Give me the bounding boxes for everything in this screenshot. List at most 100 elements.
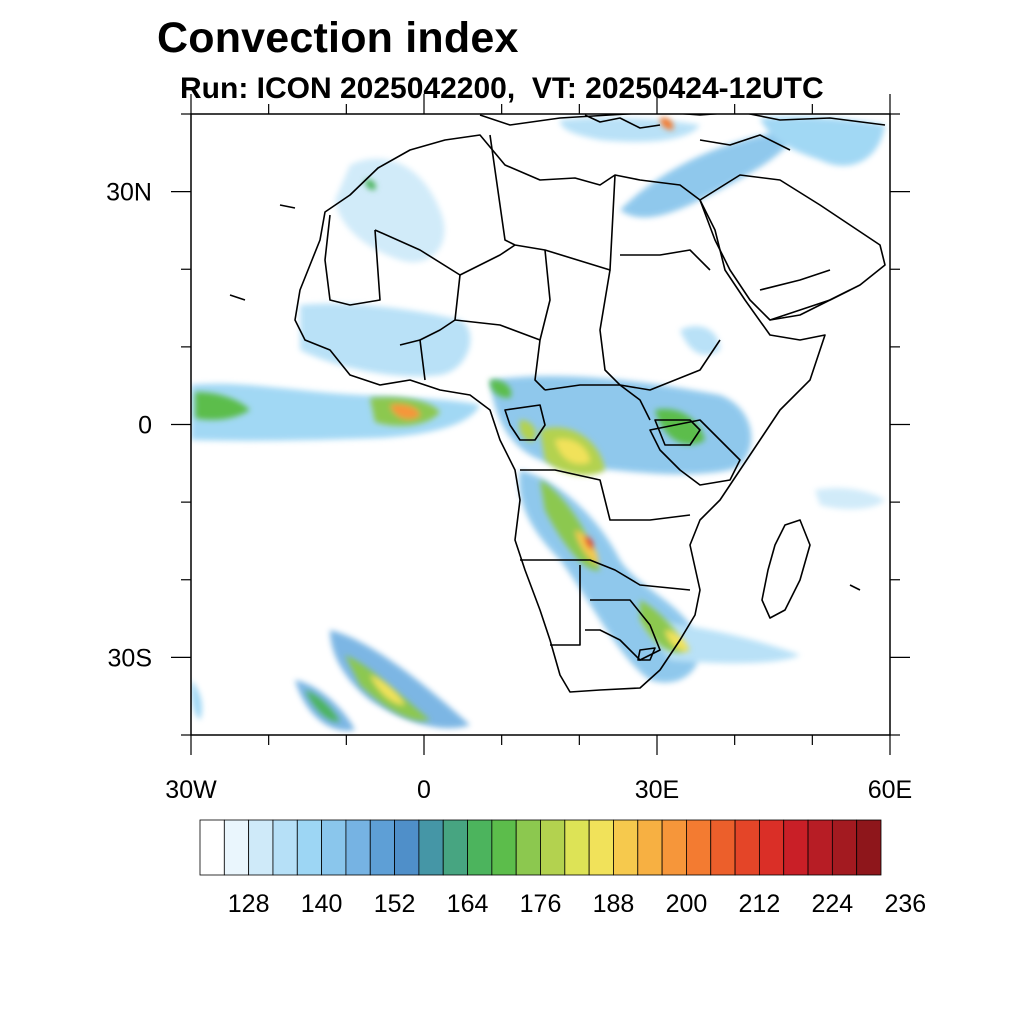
field-core xyxy=(305,690,340,722)
colorbar-swatch xyxy=(637,819,663,876)
colorbar-swatch xyxy=(223,819,250,876)
field-core xyxy=(195,392,250,420)
colorbar-label: 224 xyxy=(811,890,853,918)
field-core xyxy=(555,439,590,464)
colorbar-label: 128 xyxy=(228,890,270,918)
field-patch xyxy=(330,630,470,729)
border xyxy=(654,419,701,446)
field-patch xyxy=(815,488,885,510)
lon-tick-label: 30E xyxy=(635,776,679,804)
colorbar-label: 152 xyxy=(374,890,416,918)
field-core xyxy=(665,630,689,652)
lon-tick-label: 0 xyxy=(417,776,431,804)
colorbar-swatch xyxy=(369,819,395,876)
colorbar-swatch xyxy=(831,819,858,876)
colorbar-label: 188 xyxy=(593,890,635,918)
field-patch xyxy=(620,130,792,218)
colorbar-swatch xyxy=(442,819,468,876)
colorbar-label: 212 xyxy=(739,890,781,918)
border xyxy=(550,565,581,646)
arabia-coast xyxy=(699,174,886,321)
colorbar xyxy=(199,819,882,876)
lon-axis: 30W 0 30E 60E xyxy=(165,94,912,804)
field-patch xyxy=(191,680,202,720)
border xyxy=(769,289,851,321)
border xyxy=(520,559,691,591)
border xyxy=(637,647,656,661)
convection-field xyxy=(191,116,885,731)
colorbar-swatch xyxy=(345,819,371,876)
field-patch xyxy=(335,158,445,263)
field-core xyxy=(490,379,512,398)
islands xyxy=(229,204,861,591)
field-core xyxy=(584,535,594,550)
colorbar-swatch xyxy=(272,819,298,876)
colorbar-swatch xyxy=(321,819,347,876)
lat-tick-label: 30S xyxy=(108,644,152,672)
colorbar-label: 236 xyxy=(884,890,926,918)
colorbar-swatch xyxy=(710,819,736,876)
colorbar-swatch xyxy=(199,819,225,876)
field-core xyxy=(365,179,376,190)
border xyxy=(699,134,791,151)
colorbar-swatch xyxy=(613,819,639,876)
border xyxy=(585,599,661,661)
border xyxy=(324,214,381,306)
border xyxy=(620,249,711,271)
colorbar-swatch xyxy=(734,819,760,876)
map-title: Convection index xyxy=(157,14,519,62)
field-core xyxy=(390,404,420,420)
colorbar-swatch xyxy=(856,819,882,876)
border xyxy=(544,384,651,421)
africa-coastline xyxy=(294,134,826,693)
colorbar-swatch xyxy=(418,819,444,876)
border xyxy=(454,319,541,341)
colorbar-swatch xyxy=(540,819,566,876)
lon-tick-label: 30W xyxy=(165,776,217,804)
border xyxy=(759,269,831,291)
field-core xyxy=(370,675,405,705)
colorbar-swatch xyxy=(661,819,687,876)
colorbar-swatch xyxy=(564,819,590,876)
field-patch xyxy=(560,117,700,142)
colorbar-swatch xyxy=(394,819,420,876)
lat-tick-label: 30N xyxy=(106,179,152,207)
colorbar-swatch xyxy=(686,819,712,876)
field-patch xyxy=(760,116,885,166)
colorbar-labels: 128 140 152 164 176 188 200 212 224 236 xyxy=(228,890,926,918)
border xyxy=(520,469,691,521)
colorbar-label: 164 xyxy=(447,890,489,918)
field-patch xyxy=(300,303,471,377)
field-core xyxy=(519,420,536,442)
colorbar-swatch xyxy=(588,819,614,876)
colorbar-swatch xyxy=(515,819,541,876)
colorbar-swatch xyxy=(807,819,833,876)
colorbar-swatch xyxy=(296,819,323,876)
field-core xyxy=(660,117,674,130)
islands xyxy=(584,114,661,129)
field-core xyxy=(655,409,705,445)
lon-tick-label: 60E xyxy=(868,776,912,804)
colorbar-swatch xyxy=(248,819,274,876)
colorbar-swatch xyxy=(491,819,517,876)
border xyxy=(419,274,461,341)
border xyxy=(649,419,741,486)
colorbar-swatch xyxy=(783,819,809,876)
map-subtitle: Run: ICON 2025042200, VT: 20250424-12UTC xyxy=(180,72,824,105)
lat-tick-label: 0 xyxy=(138,412,152,440)
border xyxy=(504,404,546,441)
field-core xyxy=(575,530,599,565)
border xyxy=(534,249,551,391)
field-patch xyxy=(680,326,720,355)
land-outlines xyxy=(229,114,886,693)
colorbar-swatch xyxy=(758,819,785,876)
colorbar-label: 200 xyxy=(666,890,708,918)
colorbar-label: 140 xyxy=(301,890,343,918)
border xyxy=(399,339,426,381)
mediterranean-north xyxy=(479,114,886,126)
field-patch xyxy=(191,383,480,441)
colorbar-label: 176 xyxy=(520,890,562,918)
madagascar xyxy=(761,519,811,619)
colorbar-swatch xyxy=(467,819,493,876)
